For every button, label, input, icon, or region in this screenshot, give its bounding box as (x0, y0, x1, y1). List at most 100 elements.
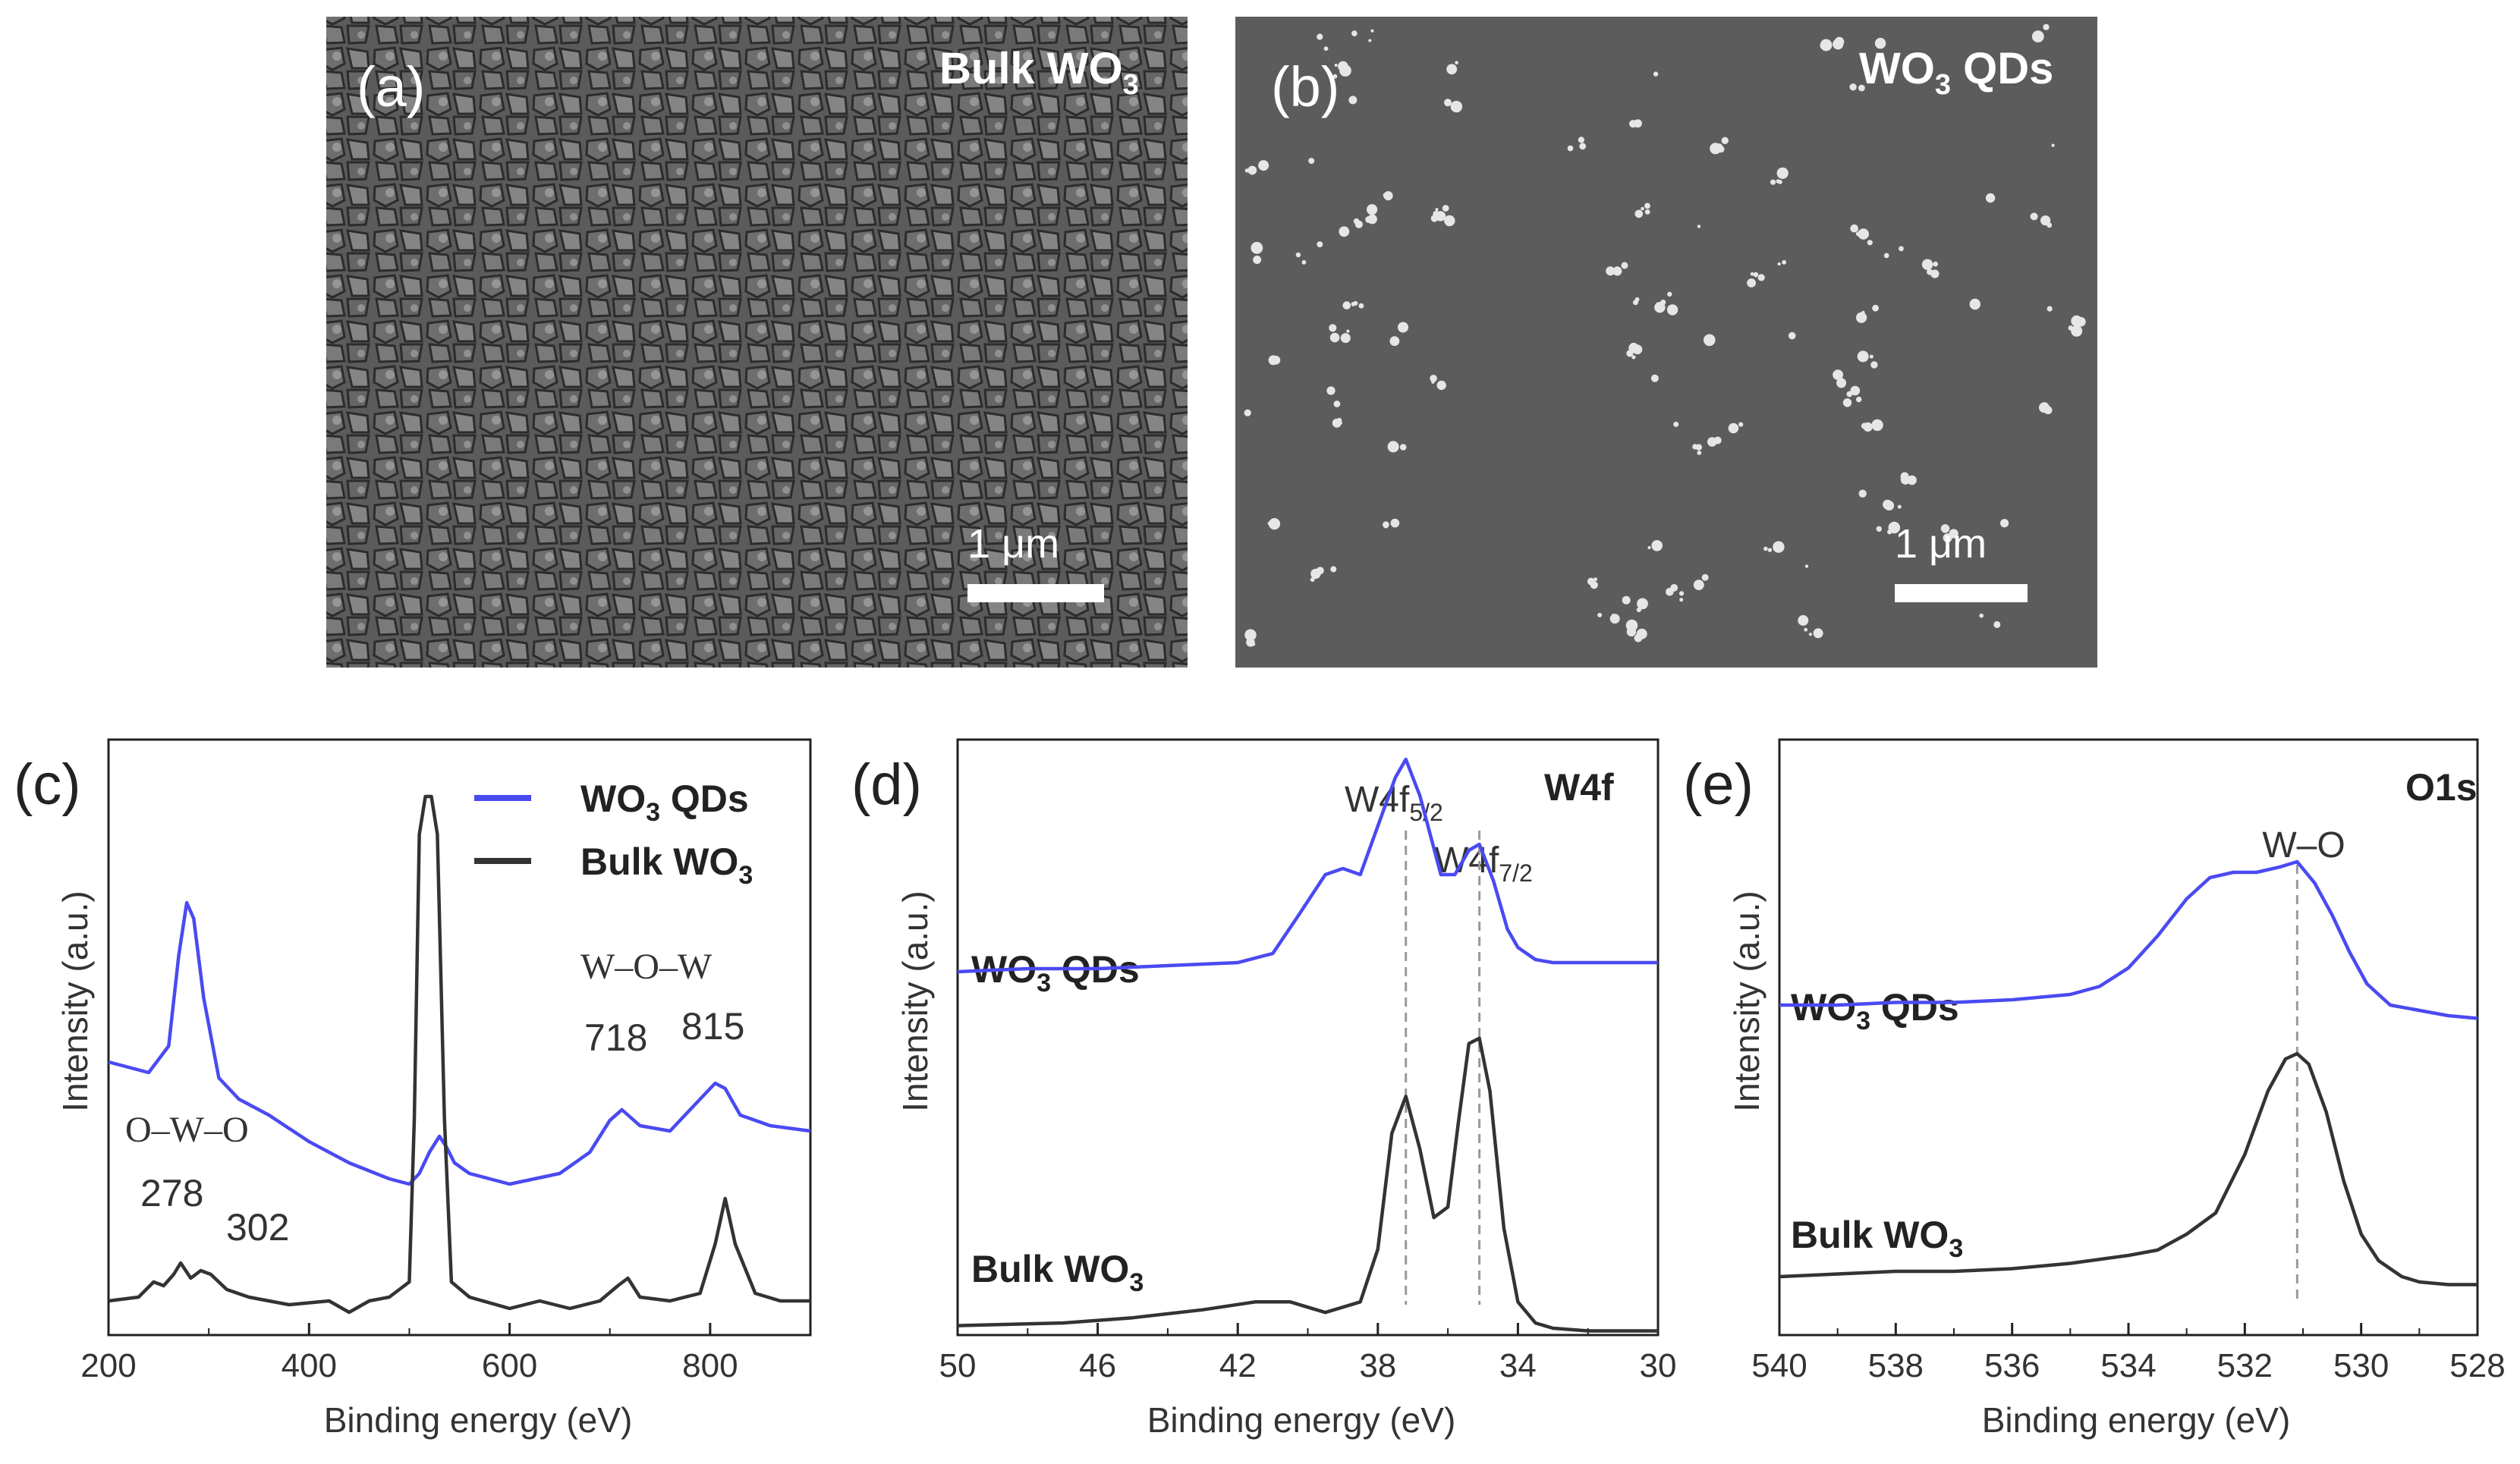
qd-particle (1870, 361, 1878, 369)
qd-particle (1650, 374, 1659, 382)
qd-particle (1673, 421, 1679, 427)
qd-particle (1634, 209, 1644, 218)
qd-particle (2047, 306, 2053, 312)
qd-particle (1636, 628, 1647, 639)
qd-particle (1899, 246, 1904, 252)
qd-particle (1943, 533, 1952, 543)
qd-particle (1666, 304, 1678, 316)
qd-particle (2047, 222, 2053, 228)
qd-particle (1856, 312, 1867, 323)
plot-frame (107, 738, 812, 1337)
qd-particle (1692, 444, 1698, 450)
qd-particle (1295, 252, 1301, 258)
qd-particle (1353, 218, 1360, 225)
plot-frame (956, 738, 1660, 1337)
qd-particle (1625, 619, 1638, 632)
qd-particle (1670, 584, 1678, 592)
qd-particle (2030, 212, 2038, 221)
annotation-w-o-w: W–O–W (580, 947, 713, 987)
qd-particle (1609, 614, 1620, 624)
qd-particle (1390, 518, 1400, 528)
qd-particle (1850, 385, 1861, 396)
sem-image-qds (1235, 17, 2097, 668)
qd-particle (1244, 629, 1257, 641)
qd-particle (1442, 205, 1449, 212)
x-tick-label: 600 (482, 1347, 537, 1384)
chart-xps-survey: (c) Intensity (a.u.) Binding energy (eV)… (14, 738, 812, 1440)
qd-particle (1622, 595, 1631, 605)
qd-particle (1389, 336, 1400, 347)
panel-b-label: (b) (1271, 55, 1339, 118)
y-axis-label-c: Intensity (a.u.) (55, 891, 95, 1111)
qd-particle (1633, 119, 1642, 128)
qd-particle (1701, 573, 1709, 581)
qd-particle (1435, 208, 1439, 212)
qd-particle (1365, 216, 1373, 223)
qd-particle (1927, 269, 1933, 275)
x-tick-label: 400 (282, 1347, 337, 1384)
scale-bar-label-a: 1 μm (967, 521, 1059, 567)
qd-particle (1308, 158, 1315, 165)
qd-particle (1567, 145, 1574, 152)
panel-a-title: Bulk WO3 (939, 44, 1139, 101)
qd-particle (1631, 355, 1636, 360)
qd-particle (1387, 441, 1399, 453)
qd-particle (2068, 325, 2074, 331)
x-tick-label: 38 (1359, 1347, 1396, 1384)
qd-particle (1693, 580, 1704, 590)
panel-c-label: (c) (14, 752, 81, 817)
qd-particle (1757, 274, 1765, 281)
qd-particle (1268, 518, 1281, 530)
qd-particle (1258, 160, 1269, 171)
qd-particle (1333, 401, 1341, 407)
qd-particle (1612, 266, 1622, 276)
x-axis-label-c: Binding energy (eV) (324, 1400, 633, 1440)
qd-particle (1593, 577, 1598, 582)
x-tick-label: 42 (1219, 1347, 1257, 1384)
qd-particle (1652, 542, 1658, 547)
qd-particle (1863, 422, 1873, 432)
chart-tag-w4f: W4f (1544, 766, 1614, 809)
panel-a: (a) Bulk WO3 1 μm (326, 17, 1188, 668)
qd-particle (1578, 137, 1584, 143)
qd-particle (1869, 354, 1873, 359)
qd-particle (1767, 548, 1773, 552)
qd-particle (1933, 261, 1939, 267)
qd-particle (1435, 211, 1446, 221)
scale-bar-a (967, 584, 1104, 602)
qd-particle (1301, 259, 1307, 265)
qd-particle (1804, 564, 1809, 568)
qd-particle (1776, 167, 1789, 179)
qd-particle (1399, 444, 1407, 451)
qd-particle (1634, 297, 1640, 302)
qd-particle (1340, 333, 1351, 344)
qd-particle (1985, 193, 1996, 203)
qd-particle (1346, 329, 1350, 333)
qd-particle (1782, 259, 1787, 265)
qd-particle (1777, 262, 1781, 266)
qd-particle (1697, 225, 1701, 228)
qd-particle (2031, 30, 2044, 42)
qd-particle (1820, 39, 1833, 52)
y-axis-label-e: Intensity (a.u.) (1727, 891, 1767, 1111)
qd-particle (1330, 566, 1337, 573)
x-tick-label: 30 (1640, 1347, 1677, 1384)
qd-particle (1969, 298, 1980, 310)
qd-particle (1808, 633, 1812, 636)
qd-particle (1833, 39, 1844, 50)
qd-particle (1839, 383, 1845, 388)
sem-image-bulk (326, 17, 1188, 668)
qd-particle (1850, 224, 1858, 233)
qd-particle (1878, 40, 1883, 45)
x-tick-label: 200 (80, 1347, 136, 1384)
qd-particle (1747, 278, 1757, 287)
qd-particle (1431, 380, 1435, 384)
qd-particle (2039, 402, 2050, 413)
x-tick-label: 50 (939, 1347, 977, 1384)
qd-particle (1667, 291, 1672, 297)
qd-particle (1763, 546, 1768, 551)
qd-particle (1728, 423, 1739, 434)
qd-particle (1940, 524, 1950, 533)
x-tick-label: 532 (2217, 1347, 2273, 1384)
